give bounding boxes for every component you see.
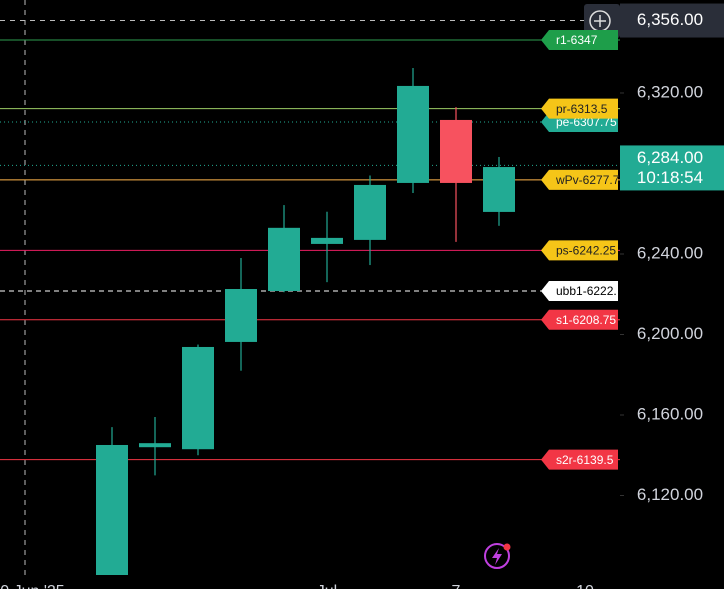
candle-body — [96, 444, 128, 575]
notification-dot — [503, 543, 511, 551]
candle-body — [311, 237, 343, 244]
crosshair-price-box — [620, 3, 724, 38]
level-flag — [541, 449, 618, 470]
level-flag — [541, 30, 618, 51]
crosshair-price-label: 6,356.00 — [637, 10, 703, 29]
level-label: s1-6208.75 — [556, 313, 616, 327]
candle-body — [182, 346, 214, 450]
countdown-label: 10:18:54 — [637, 168, 703, 187]
level-label: ps-6242.25 — [556, 244, 616, 258]
level-flag — [541, 240, 618, 261]
candle-body — [483, 167, 515, 212]
y-tick-label: 6,120.00 — [637, 485, 703, 504]
plot-area — [0, 0, 620, 575]
x-tick-label: 7 — [452, 583, 461, 589]
price-axis: 6,120.006,160.006,200.006,240.006,280.00… — [620, 3, 724, 504]
y-tick-label: 6,320.00 — [637, 82, 703, 101]
level-label: r1-6347 — [556, 33, 598, 47]
level-label: ubb1-6222. — [556, 284, 617, 298]
lightning-icon[interactable] — [492, 548, 502, 565]
lightning-button[interactable] — [484, 543, 511, 569]
last-price-label: 6,284.00 — [637, 148, 703, 167]
level-label: wPv-6277.7 — [555, 173, 620, 187]
last-price-box — [620, 145, 724, 191]
x-tick-label: 10 — [576, 583, 594, 589]
candle-body — [440, 119, 472, 183]
x-tick-label: 30 Jun '25 — [0, 583, 65, 589]
add-button[interactable] — [584, 4, 620, 38]
x-tick-label: Jul — [317, 583, 337, 589]
candle-body — [354, 184, 386, 240]
y-tick-label: 6,160.00 — [637, 404, 703, 423]
level-flag — [541, 169, 618, 190]
level-flag — [541, 309, 618, 330]
level-label: pr-6313.5 — [556, 102, 608, 116]
y-tick-label: 6,240.00 — [637, 243, 703, 262]
candle-body — [139, 443, 171, 448]
candle-body — [397, 85, 429, 183]
y-tick-label: 6,200.00 — [637, 324, 703, 343]
candle-body — [225, 289, 257, 342]
level-label: s2r-6139.5 — [556, 453, 614, 467]
level-flag — [541, 98, 618, 119]
candle-body — [268, 227, 300, 292]
lightning-icon[interactable] — [484, 543, 510, 569]
level-flag — [541, 281, 618, 302]
